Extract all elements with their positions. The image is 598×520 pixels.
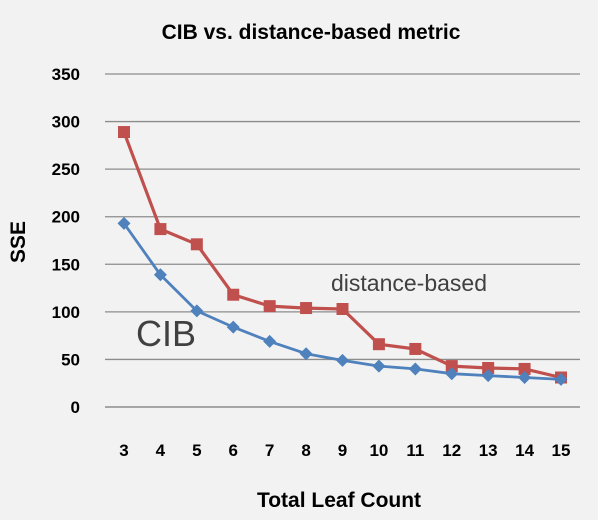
data-point [518, 371, 532, 385]
data-point [153, 268, 167, 282]
data-point [372, 338, 385, 351]
x-tick-label: 7 [265, 441, 274, 460]
x-tick-label: 9 [338, 441, 347, 460]
y-axis-label: SSE [7, 221, 30, 263]
y-tick-label: 50 [61, 350, 80, 369]
x-tick-label: 10 [369, 441, 388, 460]
series [117, 126, 568, 386]
x-tick-label: 3 [119, 441, 128, 460]
data-point [263, 300, 276, 313]
data-point [408, 362, 422, 376]
data-point [117, 216, 131, 230]
data-point [518, 362, 531, 375]
y-tick-label: 350 [52, 65, 80, 84]
y-tick-label: 100 [52, 303, 80, 322]
y-tick-label: 0 [71, 398, 80, 417]
data-point [481, 369, 495, 383]
x-tick-label: 12 [442, 441, 461, 460]
y-tick-label: 300 [52, 113, 80, 132]
data-point [336, 353, 349, 367]
data-point [372, 359, 386, 373]
data-point [118, 126, 130, 139]
data-point [190, 238, 203, 251]
x-tick-label: 13 [479, 441, 498, 460]
x-tick-label: 11 [406, 441, 424, 460]
series-distance-based [118, 126, 567, 384]
data-point [227, 288, 240, 301]
data-point [154, 223, 167, 236]
x-axis-ticks: 3 4 5 6 7 8 9 10 11 12 13 14 15 [119, 441, 570, 460]
y-tick-label: 200 [52, 208, 80, 227]
data-point [445, 367, 459, 381]
data-point [445, 360, 458, 373]
x-tick-label: 6 [229, 441, 238, 460]
data-point [226, 320, 240, 334]
data-point [263, 334, 277, 348]
y-tick-label: 250 [52, 160, 80, 179]
data-point [409, 342, 422, 355]
x-tick-label: 15 [552, 441, 571, 460]
chart-title: CIB vs. distance-based metric [162, 21, 461, 44]
x-tick-label: 14 [515, 441, 534, 460]
x-tick-label: 4 [156, 441, 166, 460]
y-tick-label: 150 [52, 255, 80, 274]
gridlines [105, 73, 580, 408]
data-point [300, 302, 313, 315]
x-axis-label: Total Leaf Count [257, 489, 421, 512]
series-cib [117, 216, 568, 386]
x-tick-label: 8 [301, 441, 310, 460]
data-point [482, 361, 495, 374]
data-point [336, 303, 349, 316]
data-point [190, 304, 204, 318]
annotation-cib: CIB [136, 313, 196, 354]
y-axis-ticks: 0 50 100 150 200 250 300 350 [52, 65, 80, 417]
data-point [299, 347, 313, 361]
data-point [554, 372, 568, 386]
annotation-distance-based: distance-based [331, 270, 487, 296]
x-tick-label: 5 [192, 441, 201, 460]
